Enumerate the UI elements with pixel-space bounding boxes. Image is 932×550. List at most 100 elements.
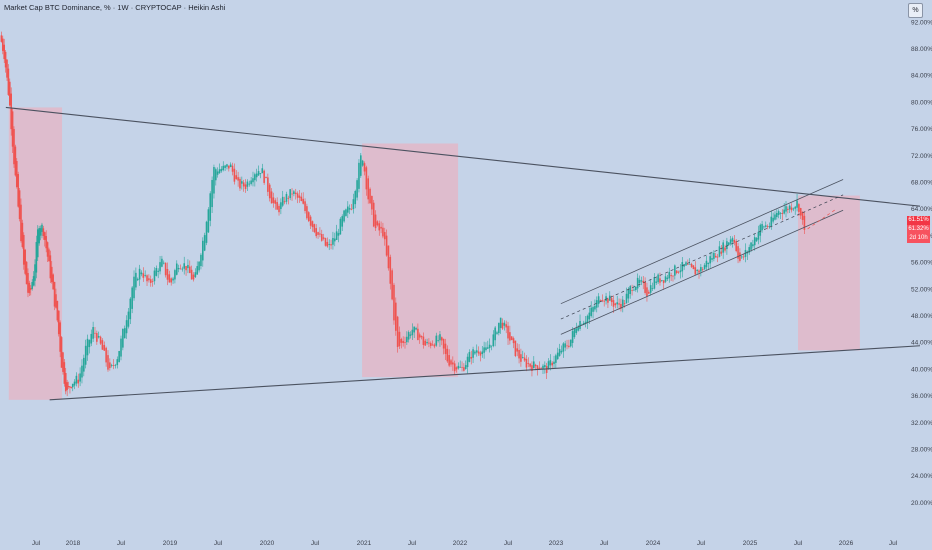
candle-up: [486, 347, 489, 349]
candle-down: [720, 251, 723, 254]
candle-down: [0, 35, 3, 42]
candle-down: [29, 287, 32, 290]
candle-up: [407, 332, 410, 340]
candle-up: [241, 181, 243, 184]
price-axis[interactable]: 92.00% 88.00% 84.00% 80.00% 76.00% 72.00% 68.0…: [911, 19, 932, 507]
y-tick-label: 64.00%: [911, 206, 932, 213]
candle-up: [209, 193, 212, 221]
candle-down: [687, 263, 689, 265]
candle-down: [417, 328, 419, 341]
candle-up: [159, 262, 161, 272]
candle-down: [300, 196, 303, 202]
candle-up: [651, 288, 654, 290]
candle-down: [642, 280, 645, 283]
candle-down: [151, 281, 154, 282]
candle-up: [560, 350, 563, 353]
time-axis[interactable]: Jul 2018 Jul 2019 Jul 2020 Jul 2021 Jul 2022 Jul 20…: [32, 540, 898, 547]
candle-down: [672, 275, 674, 277]
candle-down: [62, 352, 64, 372]
candle-down: [267, 177, 269, 192]
candle-down: [60, 337, 63, 368]
candle-up: [768, 226, 771, 228]
chart-title: Market Cap BTC Dominance, % · 1W · CRYPT…: [4, 3, 226, 12]
candle-down: [516, 348, 519, 352]
candle-up: [328, 243, 331, 245]
candle-up: [411, 329, 414, 336]
candle-down: [372, 202, 375, 227]
candle-up: [198, 261, 200, 271]
candle-up: [196, 266, 199, 275]
candle-down: [109, 362, 111, 369]
candle-up: [361, 160, 364, 166]
candle-up: [579, 320, 581, 329]
candle-up: [483, 347, 485, 353]
candle-up: [38, 228, 40, 244]
candle-down: [148, 278, 150, 281]
candle-down: [56, 300, 59, 321]
candle-down: [520, 354, 522, 362]
candle-down: [724, 247, 726, 251]
candle-down: [568, 345, 570, 347]
candle-up: [562, 343, 565, 352]
x-tick-label: 2020: [260, 540, 275, 547]
x-tick-label: 2018: [66, 540, 81, 547]
candle-up: [35, 241, 38, 273]
candle-down: [263, 170, 265, 183]
candle-down: [142, 273, 145, 278]
candle-down: [304, 201, 306, 212]
candle-down: [551, 362, 553, 366]
candle-down: [317, 232, 319, 235]
candle-up: [629, 286, 632, 295]
candle-down: [389, 256, 392, 284]
candle-up: [532, 361, 535, 369]
candle-down: [610, 298, 613, 303]
candle-up: [679, 270, 682, 273]
candle-up: [582, 322, 585, 325]
candle-up: [86, 338, 89, 356]
candle-down: [43, 232, 46, 240]
candle-down: [692, 265, 695, 270]
candle-down: [631, 290, 633, 291]
candle-down: [320, 234, 323, 241]
candle-down: [733, 239, 736, 243]
candle-down: [690, 263, 693, 267]
candle-up: [135, 272, 137, 288]
candle-down: [313, 224, 316, 233]
candle-up: [333, 238, 336, 242]
candle-down: [237, 177, 239, 181]
candle-up: [727, 242, 730, 246]
candle-up: [485, 347, 487, 351]
x-tick-label: Jul: [214, 540, 223, 547]
candle-up: [774, 214, 776, 220]
candle-down: [365, 167, 368, 190]
cycle-box-2017: [8, 107, 63, 400]
candle-down: [46, 242, 49, 257]
candle-up: [792, 208, 795, 210]
percent-scale-button[interactable]: %: [908, 3, 923, 18]
y-tick-label: 76.00%: [911, 126, 932, 133]
lower-trendline: [49, 345, 921, 401]
candle-down: [283, 201, 286, 203]
candle-down: [603, 300, 606, 302]
candle-up: [468, 352, 471, 362]
candle-up: [503, 322, 506, 326]
candle-down: [601, 300, 604, 302]
candle-up: [558, 349, 561, 356]
candle-down: [309, 216, 312, 226]
candle-up: [794, 206, 797, 209]
candle-up: [200, 254, 202, 267]
candle-up: [764, 225, 767, 227]
candle-up: [409, 334, 412, 336]
candle-up: [636, 277, 639, 289]
candle-down: [739, 252, 741, 261]
candle-down: [536, 365, 539, 370]
candle-up: [122, 328, 124, 348]
candle-down: [107, 355, 109, 370]
candle-up: [356, 180, 358, 198]
candle-up: [259, 173, 262, 174]
candle-up: [711, 258, 713, 260]
candle-down: [429, 343, 432, 346]
candle-down: [53, 281, 56, 307]
candle-up: [588, 312, 591, 320]
